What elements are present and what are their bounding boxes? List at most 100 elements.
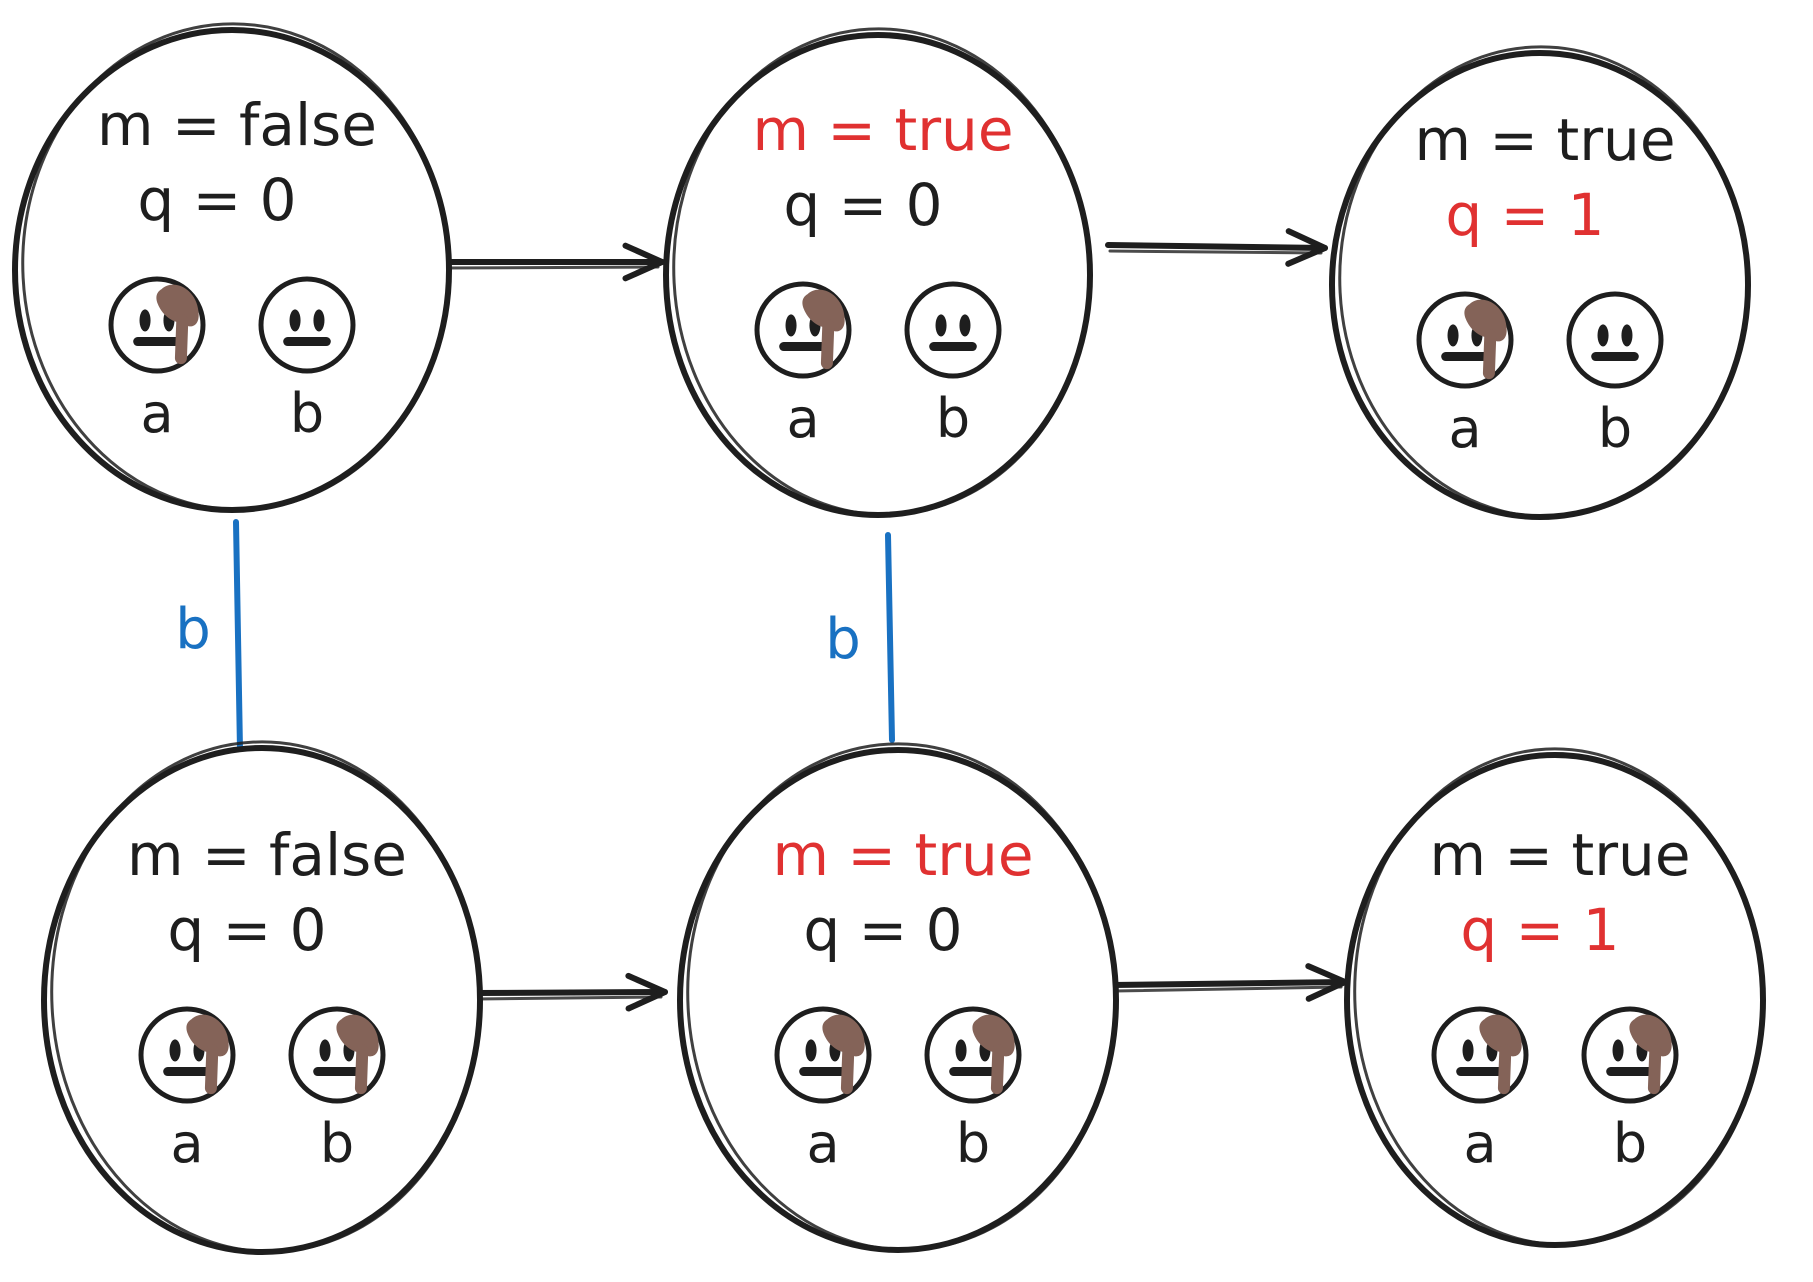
arrow-shaft [1105, 242, 1328, 251]
relation-line [233, 519, 243, 753]
mud-blob [336, 1014, 379, 1057]
face-outline [1566, 291, 1664, 389]
q-value-label: q = 0 [783, 171, 942, 239]
mud-drip [174, 314, 189, 365]
mud-drip [1497, 1044, 1512, 1095]
right-eye [313, 309, 325, 332]
world-node: m = true q = 0 a b [663, 27, 1093, 518]
arrow-shaft-sketch [475, 995, 663, 1001]
mud-blob [1464, 299, 1507, 342]
clean-face-icon [1566, 291, 1664, 389]
world-outline-sketch [686, 742, 1118, 1252]
left-eye [1597, 324, 1609, 347]
mud-drip [990, 1044, 1005, 1095]
left-eye [169, 1039, 181, 1062]
mud-splat-icon [802, 289, 845, 370]
relation-edge: b [825, 532, 895, 743]
mud-splat-icon [1464, 299, 1507, 380]
m-value-label: m = false [127, 821, 407, 889]
mud-drip [1647, 1044, 1662, 1095]
q-value-label: q = 1 [1445, 181, 1604, 249]
muddy-face-icon [924, 1006, 1022, 1104]
agent-label: b [320, 1112, 354, 1175]
mud-blob [802, 289, 845, 332]
arrow-shaft-sketch [1108, 249, 1323, 255]
arrow-shaft-sketch [442, 265, 660, 270]
clean-face-icon [904, 281, 1002, 379]
world-nodes: m = false q = 0 a b m = true q = 0 a b m = true q… [12, 22, 1766, 1255]
agent-label: a [1463, 1112, 1496, 1175]
world-outline-sketch [1338, 45, 1750, 519]
world-outline-sketch [672, 27, 1092, 517]
agent-label: a [1448, 397, 1481, 460]
mud-splat-icon [186, 1014, 229, 1095]
muddy-face-icon [1581, 1006, 1679, 1104]
m-value-label: m = true [773, 821, 1034, 889]
relation-label: b [825, 607, 861, 672]
q-value-label: q = 0 [167, 896, 326, 964]
m-value-label: m = true [1430, 821, 1691, 889]
left-eye [289, 309, 301, 332]
arrow-shaft [1109, 979, 1348, 988]
mud-drip [1482, 329, 1497, 380]
agent-label: b [956, 1112, 990, 1175]
mud-blob [972, 1014, 1015, 1057]
left-eye [935, 314, 947, 337]
mud-blob [1629, 1014, 1672, 1057]
mud-splat-icon [822, 1014, 865, 1095]
q-value-label: q = 0 [803, 896, 962, 964]
mud-splat-icon [336, 1014, 379, 1095]
mud-splat-icon [156, 284, 199, 365]
face-outline [258, 276, 356, 374]
left-eye [139, 309, 151, 332]
right-eye [1621, 324, 1633, 347]
agent-label: b [936, 387, 970, 450]
transition-arrow [439, 242, 665, 282]
transition-arrow [1109, 963, 1348, 1002]
arrow-head [625, 972, 668, 1012]
mud-splat-icon [1479, 1014, 1522, 1095]
arrow-head [622, 242, 665, 282]
muddy-face-icon [288, 1006, 386, 1104]
left-eye [1462, 1039, 1474, 1062]
muddy-face-icon [108, 276, 206, 374]
mud-drip [840, 1044, 855, 1095]
agent-label: a [140, 382, 173, 445]
agent-label: a [170, 1112, 203, 1175]
world-node: m = true q = 1 a b [1329, 45, 1751, 520]
mud-drip [204, 1044, 219, 1095]
agent-label: a [806, 1112, 839, 1175]
mud-blob [156, 284, 199, 327]
world-node: m = false q = 0 a b [41, 740, 483, 1255]
mud-drip [820, 319, 835, 370]
m-value-label: m = false [97, 91, 377, 159]
relation-edge: b [175, 519, 243, 753]
arrow-head [1285, 228, 1328, 267]
agent-label: a [786, 387, 819, 450]
clean-face-icon [258, 276, 356, 374]
agent-label: b [1598, 397, 1632, 460]
arrow-shaft [472, 989, 668, 996]
arrow-shaft-sketch [1112, 985, 1343, 993]
relation-line [885, 532, 895, 743]
left-eye [785, 314, 797, 337]
muddy-face-icon [138, 1006, 236, 1104]
mud-blob [1479, 1014, 1522, 1057]
left-eye [1612, 1039, 1624, 1062]
transition-arrow [472, 972, 668, 1012]
right-eye [959, 314, 971, 337]
world-node: m = true q = 0 a b [677, 742, 1119, 1253]
muddy-face-icon [774, 1006, 872, 1104]
muddy-face-icon [1416, 291, 1514, 389]
mud-splat-icon [1629, 1014, 1672, 1095]
muddy-face-icon [754, 281, 852, 379]
m-value-label: m = true [753, 96, 1014, 164]
mud-splat-icon [972, 1014, 1015, 1095]
muddy-face-icon [1431, 1006, 1529, 1104]
world-outline-sketch [1353, 747, 1765, 1247]
mud-blob [186, 1014, 229, 1057]
transition-arrows [439, 228, 1348, 1012]
face-outline [904, 281, 1002, 379]
agent-label: b [1613, 1112, 1647, 1175]
